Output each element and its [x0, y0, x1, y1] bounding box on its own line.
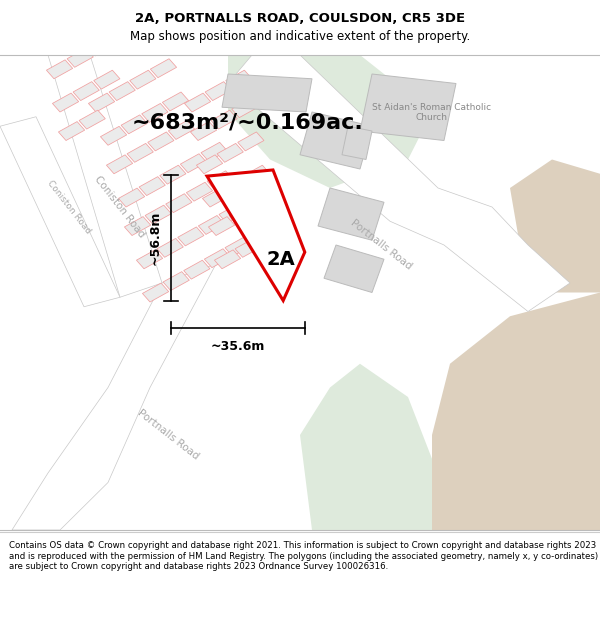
Polygon shape [199, 216, 224, 234]
Polygon shape [229, 205, 256, 224]
Polygon shape [300, 364, 432, 530]
Polygon shape [160, 165, 186, 184]
Text: Coniston Road: Coniston Road [93, 174, 147, 240]
Polygon shape [130, 70, 156, 89]
Polygon shape [142, 283, 169, 302]
Polygon shape [166, 194, 192, 213]
Polygon shape [0, 117, 120, 307]
Text: ~35.6m: ~35.6m [211, 340, 265, 353]
Polygon shape [58, 122, 85, 141]
Polygon shape [100, 126, 127, 145]
Polygon shape [235, 238, 262, 258]
Polygon shape [163, 92, 188, 111]
Polygon shape [148, 132, 174, 151]
Polygon shape [136, 250, 163, 269]
Polygon shape [201, 142, 227, 161]
Polygon shape [226, 70, 252, 89]
Polygon shape [238, 132, 264, 151]
Polygon shape [207, 170, 305, 301]
Polygon shape [205, 82, 232, 101]
Polygon shape [318, 188, 384, 240]
Polygon shape [184, 93, 211, 112]
Polygon shape [142, 104, 168, 122]
Polygon shape [88, 37, 114, 56]
Polygon shape [73, 82, 100, 101]
Polygon shape [205, 249, 230, 268]
Polygon shape [184, 260, 210, 279]
Polygon shape [79, 110, 106, 129]
Polygon shape [124, 217, 151, 236]
Polygon shape [121, 115, 148, 134]
Polygon shape [169, 121, 194, 139]
Polygon shape [300, 112, 372, 169]
Polygon shape [12, 264, 216, 530]
Polygon shape [342, 126, 372, 159]
Polygon shape [360, 292, 600, 530]
Polygon shape [228, 55, 432, 188]
Polygon shape [181, 154, 206, 173]
Text: ~683m²/~0.169ac.: ~683m²/~0.169ac. [132, 112, 364, 132]
Polygon shape [190, 122, 217, 141]
Text: Contains OS data © Crown copyright and database right 2021. This information is : Contains OS data © Crown copyright and d… [9, 541, 598, 571]
Polygon shape [510, 159, 600, 292]
Polygon shape [106, 155, 133, 174]
Polygon shape [196, 155, 223, 174]
Polygon shape [244, 165, 270, 184]
Text: Portnalls Road: Portnalls Road [349, 218, 413, 272]
Polygon shape [145, 205, 172, 224]
Polygon shape [211, 110, 238, 129]
Polygon shape [219, 204, 245, 223]
Polygon shape [151, 59, 176, 78]
Text: 2A, PORTNALLS ROAD, COULSDON, CR5 3DE: 2A, PORTNALLS ROAD, COULSDON, CR5 3DE [135, 12, 465, 25]
Text: Coniston Road: Coniston Road [46, 179, 92, 236]
Polygon shape [178, 227, 204, 246]
Polygon shape [217, 143, 244, 162]
Polygon shape [232, 99, 258, 118]
Polygon shape [360, 74, 456, 141]
Polygon shape [52, 93, 79, 112]
Polygon shape [256, 227, 282, 246]
Polygon shape [109, 82, 136, 101]
Polygon shape [48, 55, 162, 298]
Polygon shape [225, 238, 251, 256]
Polygon shape [127, 143, 154, 162]
Polygon shape [67, 48, 94, 68]
Text: 2A: 2A [267, 250, 296, 269]
Polygon shape [207, 171, 233, 190]
Polygon shape [324, 245, 384, 292]
Polygon shape [118, 188, 145, 207]
Polygon shape [208, 217, 235, 236]
Polygon shape [223, 177, 250, 196]
Polygon shape [202, 188, 229, 207]
Polygon shape [187, 182, 212, 201]
Polygon shape [250, 194, 276, 213]
Polygon shape [157, 238, 184, 258]
Polygon shape [139, 177, 166, 196]
Polygon shape [228, 55, 570, 311]
Polygon shape [163, 272, 190, 291]
Text: St Aidan's Roman Catholic
Church: St Aidan's Roman Catholic Church [373, 102, 491, 122]
Text: Portnalls Road: Portnalls Road [136, 408, 200, 462]
Polygon shape [222, 74, 312, 112]
Polygon shape [94, 70, 120, 89]
Text: ~56.8m: ~56.8m [149, 211, 162, 265]
Polygon shape [214, 250, 241, 269]
Polygon shape [46, 60, 73, 79]
Text: Map shows position and indicative extent of the property.: Map shows position and indicative extent… [130, 30, 470, 43]
Polygon shape [88, 93, 115, 112]
